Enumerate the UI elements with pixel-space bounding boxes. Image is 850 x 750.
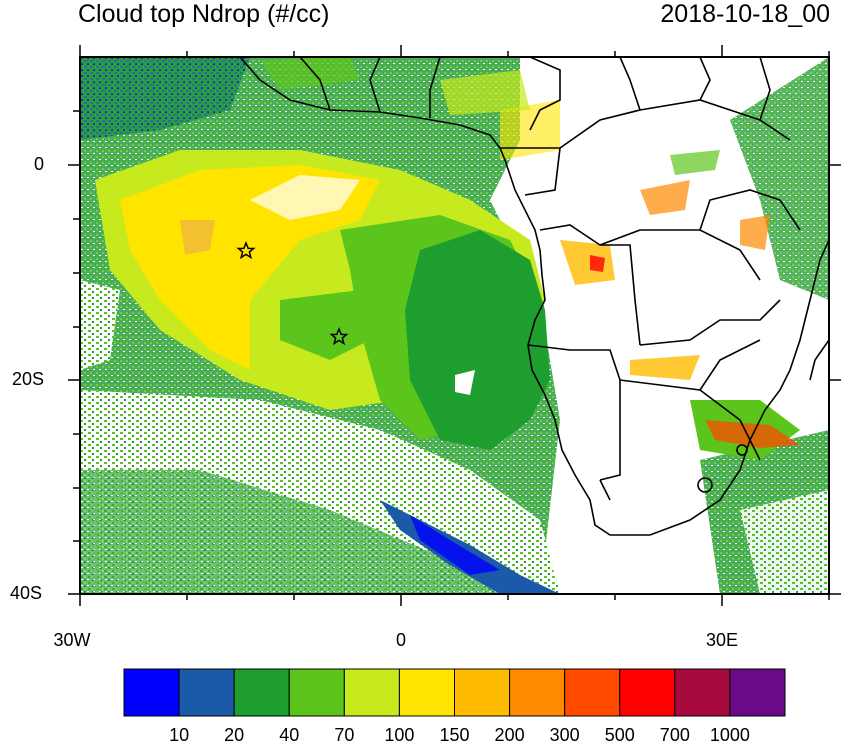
colorbar-swatch <box>454 668 511 717</box>
map-datetime: 2018-10-18_00 <box>660 0 830 28</box>
colorbar-tick-label: 150 <box>439 725 470 745</box>
markers <box>236 241 349 346</box>
colorbar-tick-label: 70 <box>334 725 355 745</box>
lon-label-0: 0 <box>395 630 407 650</box>
colorbar-tick-label: 500 <box>604 725 635 745</box>
ndrop-field <box>80 57 829 594</box>
colorbar-swatch <box>509 668 566 717</box>
colorbar <box>123 668 786 717</box>
map-title: Cloud top Ndrop (#/cc) <box>78 0 330 28</box>
colorbar-swatch <box>178 668 235 717</box>
colorbar-swatch <box>674 668 731 717</box>
colorbar-swatch <box>564 668 621 717</box>
coastlines <box>239 57 829 536</box>
lon-label-30e: 30E <box>705 630 739 650</box>
colorbar-swatch <box>233 668 290 717</box>
colorbar-tick-label: 100 <box>384 725 415 745</box>
lon-label-30w: 30W <box>53 630 91 650</box>
colorbar-tick-label: 40 <box>279 725 300 745</box>
axis-ticks <box>68 45 841 606</box>
colorbar-swatch <box>729 668 786 717</box>
colorbar-tick-label: 20 <box>224 725 245 745</box>
colorbar-swatch <box>398 668 455 717</box>
colorbar-swatch <box>123 668 180 717</box>
star-marker <box>236 241 256 260</box>
lat-label-40s: 40S <box>9 583 42 603</box>
colorbar-tick-label: 200 <box>494 725 525 745</box>
colorbar-tick-label: 10 <box>169 725 190 745</box>
colorbar-swatch <box>288 668 345 717</box>
plot-frame <box>79 56 830 595</box>
colorbar-swatch <box>619 668 676 717</box>
star-marker <box>329 327 349 346</box>
colorbar-tick-label: 300 <box>549 725 580 745</box>
colorbar-tick-label: 700 <box>659 725 690 745</box>
lat-label-20s: 20S <box>11 369 44 389</box>
lat-label-0: 0 <box>33 154 44 174</box>
colorbar-swatch <box>343 668 400 717</box>
colorbar-tick-label: 1000 <box>709 725 750 745</box>
